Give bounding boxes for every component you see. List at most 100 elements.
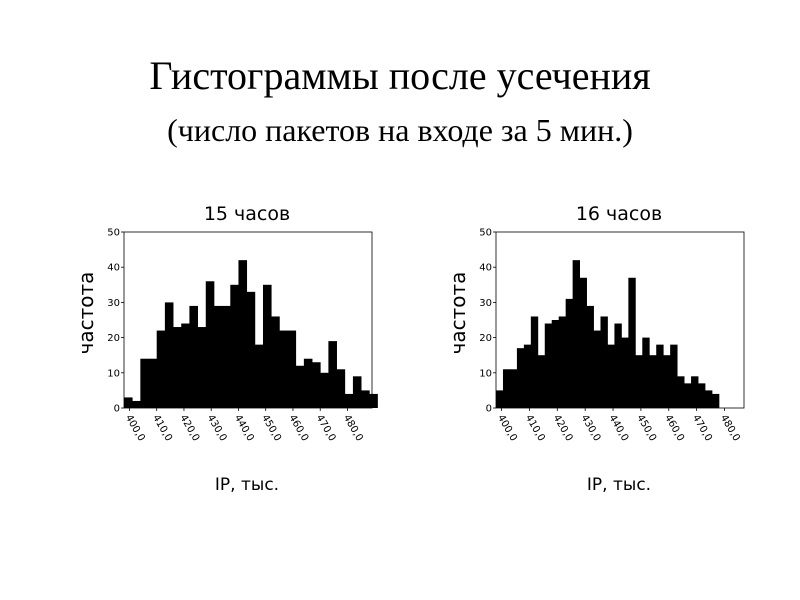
x-tick-label: 440,0 (232, 413, 256, 443)
histogram-bar (704, 390, 713, 408)
histogram-bar (628, 277, 636, 408)
histogram-bar (213, 305, 223, 408)
histogram-bar (572, 260, 580, 408)
histogram-bar (189, 305, 198, 408)
plot-area: 0 10 20 30 40 50 400,0 410,0 420,0 430,0 440,0 450,… (479, 228, 745, 443)
histogram-bar (312, 362, 321, 408)
histogram-bar (328, 341, 337, 408)
histogram-bar (677, 376, 685, 408)
histogram-bar (246, 291, 256, 408)
histogram-bar (230, 284, 239, 408)
histogram-bar (124, 397, 133, 408)
histogram-bar (361, 390, 370, 408)
histogram-bar (614, 323, 622, 408)
histogram-bar (544, 323, 553, 408)
histogram-bar (254, 344, 264, 408)
y-tick-label: 10 (479, 368, 492, 379)
y-tick-label: 30 (479, 298, 492, 309)
y-axis-label: частота (74, 272, 98, 355)
x-tick-label: 400,0 (123, 413, 147, 443)
histogram-bar (148, 358, 158, 408)
histogram-bar (140, 358, 149, 408)
histogram-bar (649, 355, 657, 408)
x-tick-label: 400,0 (495, 413, 519, 443)
histogram-bar (295, 365, 305, 408)
y-tick-label: 20 (107, 333, 120, 344)
histogram-bar (579, 277, 587, 408)
histogram-bar (164, 302, 174, 408)
y-tick-label: 50 (107, 228, 120, 239)
histogram-bar (586, 305, 594, 408)
histogram-bar (642, 337, 650, 408)
histogram-bar (635, 355, 643, 408)
histogram-bar (516, 348, 525, 408)
histogram-bar (530, 316, 539, 408)
x-axis-label: IP, тыс. (587, 475, 651, 495)
histogram-bar (156, 330, 166, 408)
y-tick-label: 20 (479, 333, 492, 344)
histogram-bar (502, 369, 511, 408)
histogram-bar (656, 344, 664, 408)
histogram-bar (132, 400, 141, 408)
histogram-bar (537, 355, 546, 408)
chart-title: 16 часов (576, 203, 662, 225)
histogram-left: 15 часов частота IP, тыс. 0 10 20 30 40 50 400… (74, 203, 378, 495)
histogram-bar (173, 327, 182, 408)
x-tick-label: 480,0 (718, 413, 742, 443)
histogram-bar (670, 344, 678, 408)
histogram-bar (262, 284, 272, 408)
y-tick-label: 30 (107, 298, 120, 309)
histogram-bar (344, 393, 354, 408)
y-tick-label: 40 (479, 263, 492, 274)
x-tick-label: 480,0 (341, 413, 365, 443)
histogram-bar (663, 355, 671, 408)
x-tick-label: 410,0 (523, 413, 547, 443)
histogram-right: 16 часов частота IP, тыс. 0 10 20 30 40 50 400… (446, 203, 745, 495)
histogram-bar (279, 330, 288, 408)
plot-area: 0 10 20 30 40 50 400,0 410,0 420,0 430,0 440,0 450,… (107, 228, 378, 443)
x-tick-label: 460,0 (286, 413, 310, 443)
histogram-bar (621, 337, 629, 408)
histogram-bar (181, 323, 190, 408)
histogram-bar (303, 358, 313, 408)
histogram-bar (698, 383, 706, 408)
histogram-bar (565, 298, 574, 408)
histogram-bar (271, 316, 280, 408)
histogram-bar (496, 390, 504, 408)
y-tick-label: 0 (114, 404, 120, 415)
histogram-bar (509, 369, 518, 408)
histogram-bar (369, 393, 378, 408)
x-tick-label: 470,0 (690, 413, 714, 443)
x-tick-label: 450,0 (634, 413, 658, 443)
x-tick-label: 430,0 (579, 413, 603, 443)
histogram-bar (711, 393, 720, 408)
x-tick-label: 410,0 (150, 413, 174, 443)
histogram-bar (320, 372, 329, 408)
histogram-bar (691, 376, 699, 408)
histogram-bar (222, 305, 231, 408)
slide-title: Гистограммы после усечения (149, 53, 651, 98)
x-tick-label: 420,0 (177, 413, 201, 443)
histogram-bar (607, 344, 615, 408)
histogram-bar (287, 330, 297, 408)
x-tick-label: 430,0 (205, 413, 229, 443)
histogram-bar (593, 330, 601, 408)
histogram-bar (336, 369, 346, 408)
histogram-bar (205, 281, 215, 408)
x-tick-label: 450,0 (259, 413, 283, 443)
chart-title: 15 часов (204, 203, 290, 225)
histogram-bar (197, 327, 207, 408)
y-axis-label: частота (446, 272, 470, 355)
histogram-bar (600, 316, 608, 408)
histogram-bar (523, 344, 532, 408)
y-tick-label: 10 (107, 368, 120, 379)
histogram-bar (684, 383, 692, 408)
x-tick-label: 420,0 (551, 413, 575, 443)
x-tick-label: 440,0 (606, 413, 630, 443)
y-tick-label: 50 (479, 228, 492, 239)
x-tick-label: 460,0 (662, 413, 686, 443)
y-tick-label: 40 (107, 263, 120, 274)
x-tick-label: 470,0 (314, 413, 338, 443)
histogram-bar (558, 316, 567, 408)
histogram-bar (352, 376, 362, 408)
